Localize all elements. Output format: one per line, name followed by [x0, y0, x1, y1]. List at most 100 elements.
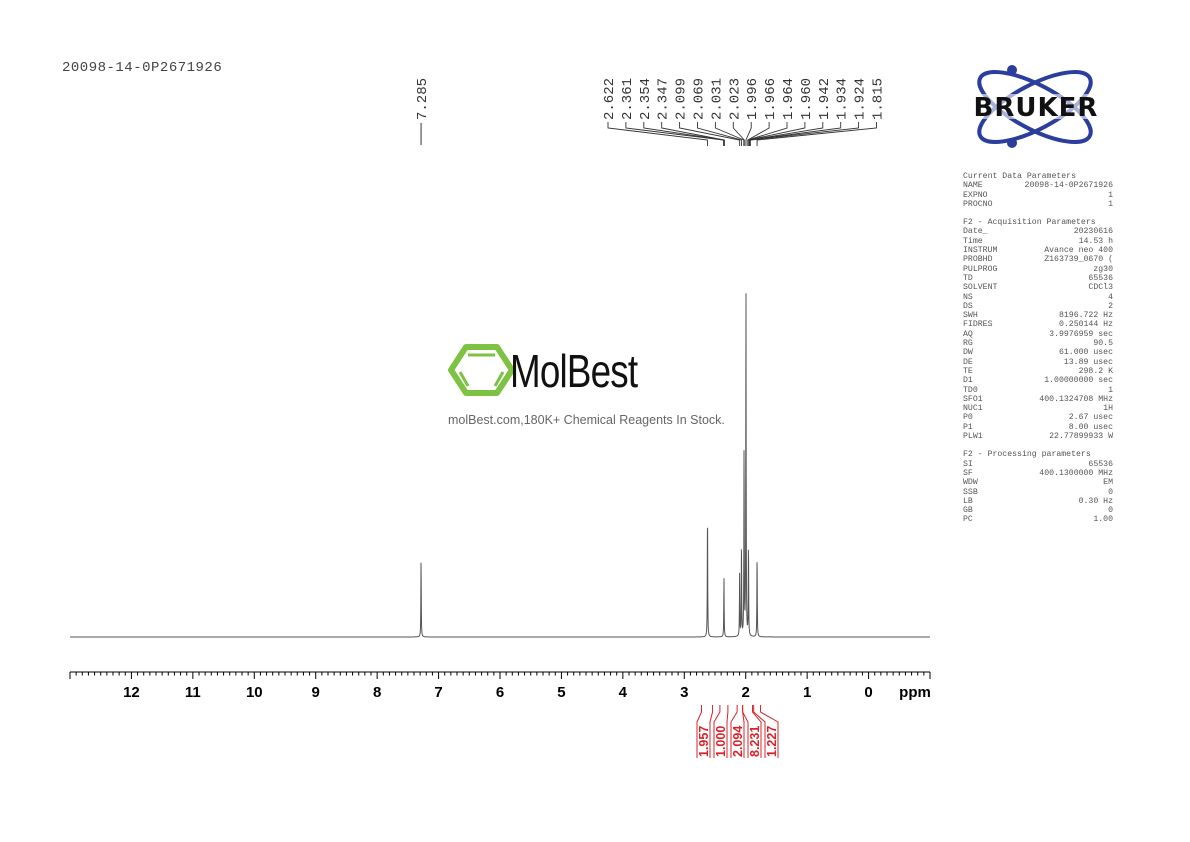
param-row: P0 2.67 usec — [963, 413, 1113, 422]
peak-leader-line — [748, 122, 824, 146]
param-value: 400.1300000 MHz — [1039, 468, 1113, 478]
peak-leader-line — [679, 122, 741, 146]
param-value: 1 — [1108, 190, 1113, 200]
param-name: TD0 — [963, 385, 978, 395]
integral-bracket — [751, 705, 762, 758]
param-row: NUC1 1H — [963, 404, 1113, 413]
param-row: TD 65536 — [963, 274, 1113, 283]
acquisition-params-title: F2 - Acquisition Parameters — [963, 218, 1096, 228]
param-row: PROCNO 1 — [963, 200, 1113, 209]
peak-leader-line — [697, 122, 742, 146]
param-name: PROBHD — [963, 255, 993, 265]
param-name: Date_ — [963, 227, 988, 237]
current-params-title: Current Data Parameters — [963, 172, 1077, 181]
integral-bracket — [753, 705, 766, 758]
param-row: TD0 1 — [963, 386, 1113, 395]
param-name: SSB — [963, 487, 978, 497]
param-row: DE 13.89 usec — [963, 358, 1113, 367]
param-value: EM — [1103, 478, 1113, 488]
param-row: SFO1 400.1324708 MHz — [963, 395, 1113, 404]
peak-leader-line — [607, 122, 708, 146]
param-row: FIDRES 0.250144 Hz — [963, 320, 1113, 329]
param-name: EXPNO — [963, 190, 988, 200]
processing-params-title: F2 - Processing parameters — [963, 450, 1091, 460]
x-tick-label: 5 — [557, 684, 565, 701]
param-row: DS 2 — [963, 302, 1113, 311]
param-name: SOLVENT — [963, 283, 998, 293]
param-value: 0.250144 Hz — [1058, 320, 1113, 330]
x-tick-label: 8 — [373, 684, 381, 701]
param-value: Z163739_0670 ( — [1044, 255, 1113, 265]
peak-leader-line — [745, 122, 752, 146]
peak-label: 1.966 — [763, 78, 779, 120]
param-name: INSTRUM — [963, 246, 998, 256]
peak-leader-line — [749, 122, 860, 146]
peak-label: 2.354 — [638, 78, 654, 120]
param-value: 3.9976959 sec — [1049, 329, 1113, 339]
integral-bracket — [696, 705, 702, 758]
param-value: 1H — [1103, 404, 1113, 414]
param-name: AQ — [963, 329, 973, 339]
param-name: PC — [963, 515, 973, 525]
sample-id: 20098-14-0P2671926 — [62, 60, 223, 76]
param-value: 8.00 usec — [1068, 422, 1113, 432]
param-name: PLW1 — [963, 432, 983, 442]
param-row: TE 298.2 K — [963, 367, 1113, 376]
peak-leader-line — [756, 122, 877, 146]
param-value: 65536 — [1088, 273, 1113, 283]
param-name: TD — [963, 273, 973, 283]
x-tick-label: 1 — [803, 684, 811, 701]
x-axis-label: ppm — [899, 684, 931, 701]
param-row: PULPROG zg30 — [963, 265, 1113, 274]
param-value: 22.77899933 W — [1049, 432, 1113, 442]
x-tick-label: 2 — [742, 684, 750, 701]
peak-label: 1.815 — [871, 78, 887, 120]
param-row: EXPNO 1 — [963, 191, 1113, 200]
integral-value: 8.231 — [748, 726, 762, 757]
param-row: NS 4 — [963, 293, 1113, 302]
integral-bracket — [726, 705, 729, 758]
param-name: Time — [963, 236, 983, 246]
param-value: 1 — [1108, 385, 1113, 395]
param-name: NS — [963, 292, 973, 302]
param-name: WDW — [963, 478, 978, 488]
peak-label: 2.099 — [674, 78, 690, 120]
param-row: INSTRUM Avance neo 400 — [963, 246, 1113, 255]
param-name: P0 — [963, 413, 973, 423]
integral-bracket — [709, 705, 714, 758]
param-row: GB 0 — [963, 506, 1113, 515]
integral-bracket — [713, 705, 721, 758]
param-value: 0.30 Hz — [1078, 496, 1113, 506]
peak-leader-line — [732, 122, 745, 146]
peak-label: 1.924 — [853, 78, 869, 120]
param-value: 61.000 usec — [1058, 348, 1113, 358]
param-row: Date_ 20230616 — [963, 227, 1113, 236]
param-name: SF — [963, 468, 973, 478]
param-value: 20098-14-0P2671926 — [1024, 181, 1113, 191]
param-value: 0 — [1108, 487, 1113, 497]
param-name: NUC1 — [963, 404, 983, 414]
x-tick-label: 12 — [123, 684, 140, 701]
peak-label: 2.361 — [620, 78, 636, 120]
peak-label: 2.069 — [692, 78, 708, 120]
bruker-logo: BRUKER — [958, 65, 1114, 148]
parameters-panel: Current Data Parameters NAME 20098-14-0P2… — [963, 172, 1113, 525]
param-value: 1.00 — [1093, 515, 1113, 525]
param-value: 90.5 — [1093, 339, 1113, 349]
param-value: 2 — [1108, 301, 1113, 311]
param-row: AQ 3.9976959 sec — [963, 330, 1113, 339]
x-tick-label: 7 — [434, 684, 442, 701]
param-name: NAME — [963, 181, 983, 191]
integral-value: 1.000 — [714, 726, 728, 757]
x-tick-label: 11 — [185, 684, 201, 701]
peak-label: 2.023 — [727, 78, 743, 120]
param-row: P1 8.00 usec — [963, 423, 1113, 432]
param-name: DS — [963, 301, 973, 311]
param-row: NAME 20098-14-0P2671926 — [963, 181, 1113, 190]
param-name: PROCNO — [963, 199, 993, 209]
peak-leader-line — [714, 122, 745, 146]
param-row: PROBHD Z163739_0670 ( — [963, 255, 1113, 264]
param-row: SI 65536 — [963, 460, 1113, 469]
param-row: RG 90.5 — [963, 339, 1113, 348]
